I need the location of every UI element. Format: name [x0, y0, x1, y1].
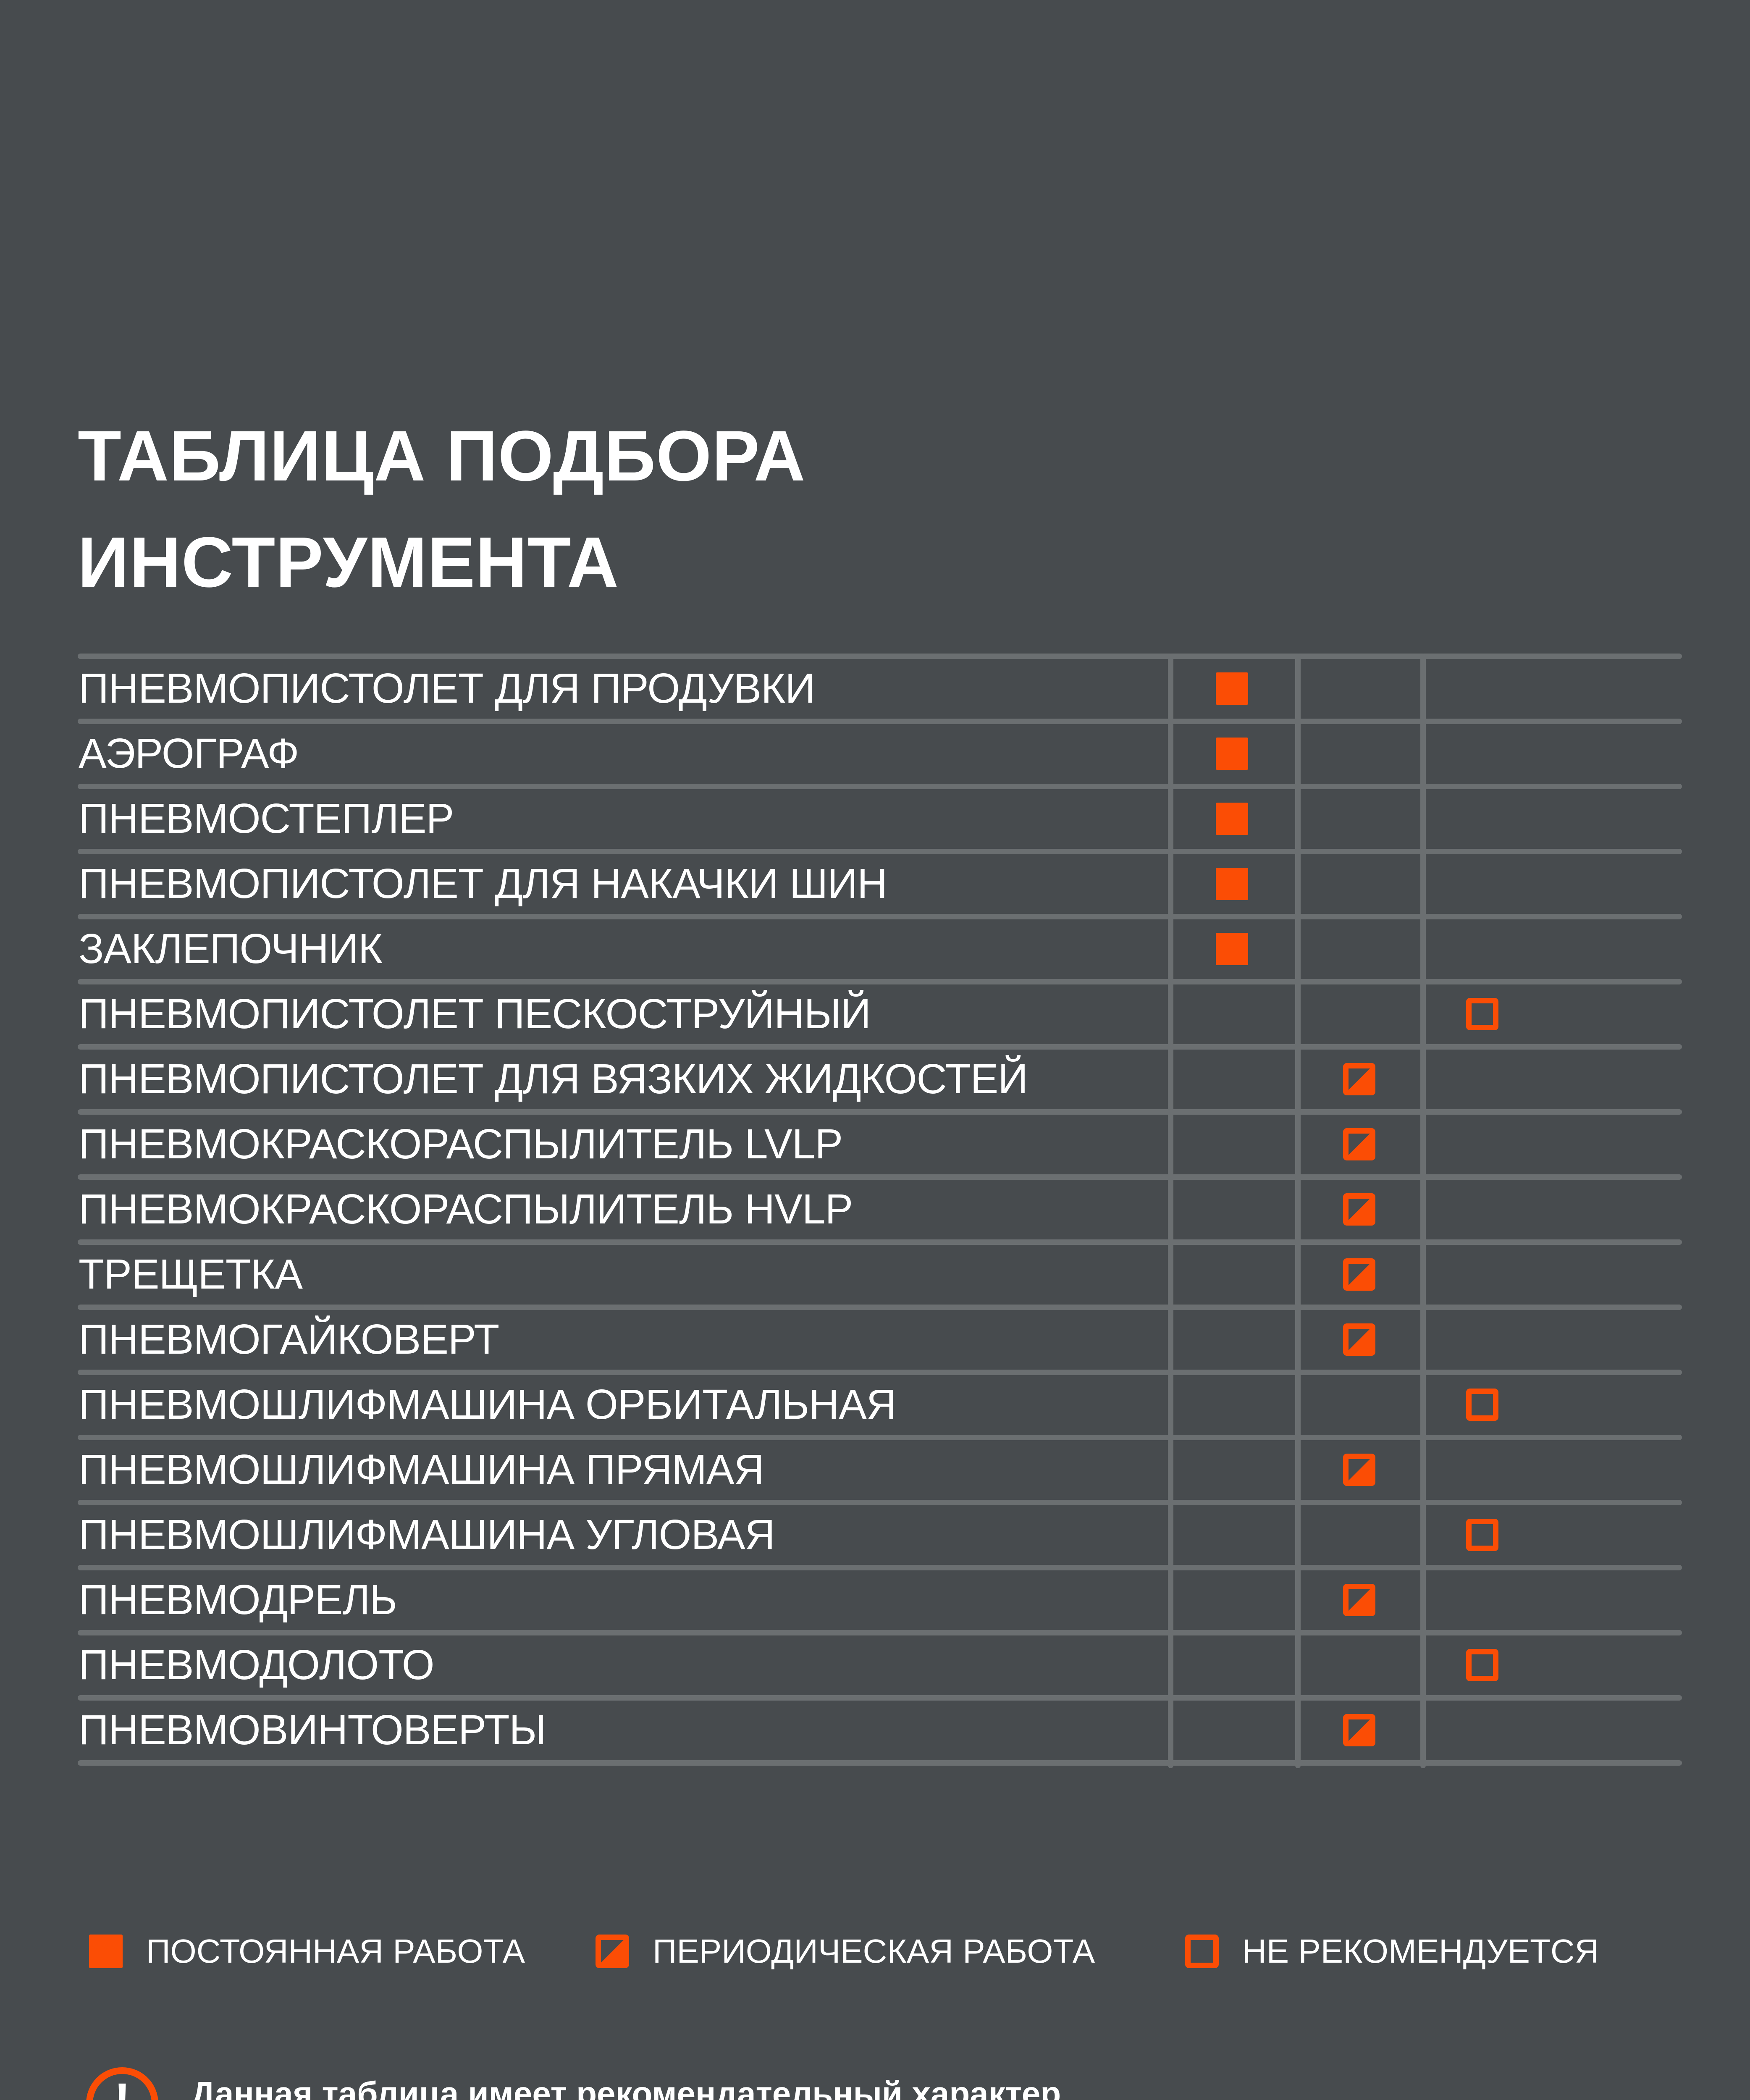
marker-periodic — [1343, 1063, 1375, 1095]
table-row: ПНЕВМОПИСТОЛЕТ ДЛЯ НАКАЧКИ ШИН — [78, 851, 1682, 916]
table-row: ПНЕВМОСТЕПЛЕР — [78, 786, 1682, 851]
legend-icon-not-recommended — [1185, 1935, 1219, 1968]
row-label: ПНЕВМОДРЕЛЬ — [79, 1576, 397, 1623]
page-title: ТАБЛИЦА ПОДБОРА ИНСТРУМЕНТА — [78, 403, 805, 616]
table-row: ПНЕВМОПИСТОЛЕТ ДЛЯ ВЯЗКИХ ЖИДКОСТЕЙ — [78, 1047, 1682, 1112]
legend-label: ПЕРИОДИЧЕСКАЯ РАБОТА — [653, 1932, 1095, 1970]
marker-constant — [1216, 933, 1248, 965]
row-label: ПНЕВМОКРАСКОРАСПЫЛИТЕЛЬ LVLP — [79, 1121, 843, 1168]
row-label: ПНЕВМОПИСТОЛЕТ ДЛЯ ВЯЗКИХ ЖИДКОСТЕЙ — [79, 1055, 1028, 1102]
table-separator-line — [78, 849, 1682, 854]
table-row: ПНЕВМОДРЕЛЬ — [78, 1567, 1682, 1633]
table-row: АЭРОГРАФ — [78, 721, 1682, 786]
table-row: ПНЕВМОШЛИФМАШИНА УГЛОВАЯ — [78, 1502, 1682, 1567]
exclamation-glyph: ! — [114, 2072, 130, 2100]
legend-item: ПЕРИОДИЧЕСКАЯ РАБОТА — [596, 1932, 1095, 1970]
table-row: ПНЕВМОПИСТОЛЕТ ПЕСКОСТРУЙНЫЙ — [78, 982, 1682, 1047]
legend-item: НЕ РЕКОМЕНДУЕТСЯ — [1185, 1932, 1599, 1970]
marker-periodic — [1343, 1584, 1375, 1616]
row-label: ПНЕВМОСТЕПЛЕР — [79, 795, 454, 842]
title-line-2: ИНСТРУМЕНТА — [78, 522, 619, 602]
marker-constant — [1216, 738, 1248, 770]
table-separator-line — [78, 719, 1682, 724]
marker-constant — [1216, 803, 1248, 835]
row-label: ПНЕВМОШЛИФМАШИНА УГЛОВАЯ — [79, 1511, 775, 1558]
table-separator-line — [78, 784, 1682, 789]
row-label: ПНЕВМОГАЙКОВЕРТ — [79, 1316, 499, 1363]
table-row: ПНЕВМОШЛИФМАШИНА ОРБИТАЛЬНАЯ — [78, 1372, 1682, 1437]
note-line-1: Данная таблица имеет рекомендательный ха… — [191, 2075, 1070, 2100]
table-separator-line — [78, 1174, 1682, 1180]
exclamation-icon: ! — [86, 2067, 158, 2100]
row-label: ПНЕВМОВИНТОВЕРТЫ — [79, 1706, 546, 1754]
legend-item: ПОСТОЯННАЯ РАБОТА — [89, 1932, 525, 1970]
row-label: ПНЕВМОШЛИФМАШИНА ПРЯМАЯ — [79, 1446, 764, 1493]
table-separator-line — [78, 1044, 1682, 1050]
row-label: ПНЕВМОКРАСКОРАСПЫЛИТЕЛЬ HVLP — [79, 1186, 853, 1233]
marker-not-recommended — [1466, 1519, 1498, 1551]
table-row: ПНЕВМОДОЛОТО — [78, 1633, 1682, 1698]
table-separator-line — [78, 1760, 1682, 1766]
legend-icon-periodic — [596, 1935, 629, 1968]
marker-periodic — [1343, 1193, 1375, 1226]
table-column-divider — [1168, 654, 1173, 1768]
table-column-divider — [1420, 654, 1426, 1768]
row-label: ПНЕВМОДОЛОТО — [79, 1641, 435, 1688]
row-label: ТРЕЩЕТКА — [79, 1251, 303, 1298]
table-row: ПНЕВМОВИНТОВЕРТЫ — [78, 1698, 1682, 1763]
marker-periodic — [1343, 1258, 1375, 1291]
table-separator-line — [78, 1435, 1682, 1440]
table-separator-line — [78, 1500, 1682, 1505]
table-row: ПНЕВМОГАЙКОВЕРТ — [78, 1307, 1682, 1372]
row-label: ПНЕВМОШЛИФМАШИНА ОРБИТАЛЬНАЯ — [79, 1381, 897, 1428]
table-row: ПНЕВМОКРАСКОРАСПЫЛИТЕЛЬ LVLP — [78, 1112, 1682, 1177]
table-separator-line — [78, 654, 1682, 659]
table-separator-line — [78, 1305, 1682, 1310]
marker-not-recommended — [1466, 1389, 1498, 1421]
legend-label: НЕ РЕКОМЕНДУЕТСЯ — [1242, 1932, 1599, 1970]
legend: ПОСТОЯННАЯ РАБОТА ПЕРИОДИЧЕСКАЯ РАБОТА Н… — [78, 1932, 1682, 1970]
row-label: ПНЕВМОПИСТОЛЕТ ДЛЯ ПРОДУВКИ — [79, 665, 815, 712]
table-separator-line — [78, 1109, 1682, 1115]
marker-not-recommended — [1466, 1649, 1498, 1681]
marker-periodic — [1343, 1454, 1375, 1486]
note-text: Данная таблица имеет рекомендательный ха… — [191, 2063, 1239, 2100]
row-label: ЗАКЛЕПОЧНИК — [79, 925, 383, 972]
table-column-divider — [1295, 654, 1301, 1768]
table-separator-line — [78, 1370, 1682, 1375]
marker-not-recommended — [1466, 998, 1498, 1030]
row-label: ПНЕВМОПИСТОЛЕТ ДЛЯ НАКАЧКИ ШИН — [79, 860, 887, 907]
row-label: ПНЕВМОПИСТОЛЕТ ПЕСКОСТРУЙНЫЙ — [79, 990, 871, 1037]
marker-constant — [1216, 868, 1248, 900]
marker-periodic — [1343, 1128, 1375, 1160]
table-separator-line — [78, 1630, 1682, 1635]
tool-selection-table: ПНЕВМОПИСТОЛЕТ ДЛЯ ПРОДУВКИ АЭРОГРАФ ПНЕ… — [78, 654, 1682, 1768]
note: ! Данная таблица имеет рекомендательный … — [78, 2063, 1239, 2100]
marker-constant — [1216, 672, 1248, 705]
title-line-1: ТАБЛИЦА ПОДБОРА — [78, 416, 806, 496]
row-label: АЭРОГРАФ — [79, 730, 299, 777]
table-separator-line — [78, 979, 1682, 984]
table-row: ТРЕЩЕТКА — [78, 1242, 1682, 1307]
marker-periodic — [1343, 1323, 1375, 1356]
legend-label: ПОСТОЯННАЯ РАБОТА — [146, 1932, 525, 1970]
marker-periodic — [1343, 1714, 1375, 1746]
table-row: ПНЕВМОШЛИФМАШИНА ПРЯМАЯ — [78, 1437, 1682, 1502]
table-row: ПНЕВМОКРАСКОРАСПЫЛИТЕЛЬ HVLP — [78, 1177, 1682, 1242]
table-separator-line — [78, 914, 1682, 919]
table-separator-line — [78, 1565, 1682, 1570]
legend-icon-constant — [89, 1935, 123, 1968]
table-row: ПНЕВМОПИСТОЛЕТ ДЛЯ ПРОДУВКИ — [78, 656, 1682, 721]
table-separator-line — [78, 1695, 1682, 1701]
table-separator-line — [78, 1239, 1682, 1245]
table-row: ЗАКЛЕПОЧНИК — [78, 916, 1682, 982]
